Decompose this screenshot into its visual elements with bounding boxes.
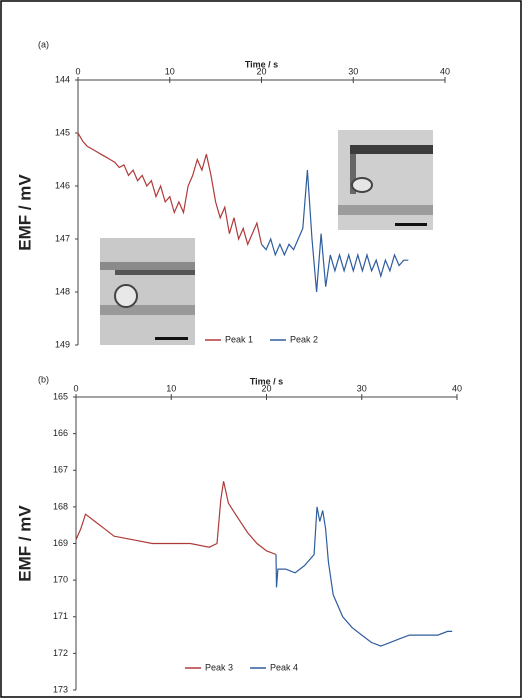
y-tick-label: 165	[53, 391, 68, 401]
y-tick-label: 146	[55, 180, 70, 190]
legend-label: Peak 4	[270, 662, 298, 672]
x-tick-label: 0	[75, 66, 80, 76]
y-tick-label: 149	[55, 339, 70, 349]
x-tick-label: 10	[165, 66, 175, 76]
x-tick-label: 10	[166, 383, 176, 393]
inset-image-2	[338, 130, 433, 230]
series-line	[261, 170, 409, 293]
y-tick-label: 173	[53, 684, 68, 694]
x-tick-label: 40	[440, 66, 450, 76]
y-tick-label: 171	[53, 611, 68, 621]
legend-label: Peak 1	[225, 334, 253, 344]
legend-label: Peak 3	[205, 662, 233, 672]
panel-label: (b)	[38, 374, 49, 384]
y-tick-label: 172	[53, 648, 68, 658]
y-tick-label: 167	[53, 465, 68, 475]
x-tick-label: 30	[348, 66, 358, 76]
inset-image-1	[100, 238, 195, 345]
x-tick-label: 20	[261, 383, 271, 393]
x-tick-label: 20	[256, 66, 266, 76]
y-axis-title: EMF / mV	[15, 505, 34, 582]
series-line	[275, 506, 453, 647]
y-tick-label: 147	[55, 233, 70, 243]
x-tick-label: 0	[73, 383, 78, 393]
series-line	[75, 481, 277, 556]
series-line	[77, 132, 263, 247]
x-tick-label: 40	[452, 383, 462, 393]
x-tick-label: 30	[357, 383, 367, 393]
x-axis-title: Time / s	[250, 376, 283, 386]
legend-label: Peak 2	[290, 334, 318, 344]
y-axis-title: EMF / mV	[15, 174, 34, 251]
y-tick-label: 148	[55, 286, 70, 296]
y-tick-label: 166	[53, 428, 68, 438]
y-tick-label: 170	[53, 575, 68, 585]
y-tick-label: 169	[53, 538, 68, 548]
y-tick-label: 144	[55, 74, 70, 84]
panel-label: (a)	[38, 39, 49, 49]
x-axis-title: Time / s	[245, 59, 278, 69]
y-tick-label: 168	[53, 501, 68, 511]
y-tick-label: 145	[55, 127, 70, 137]
